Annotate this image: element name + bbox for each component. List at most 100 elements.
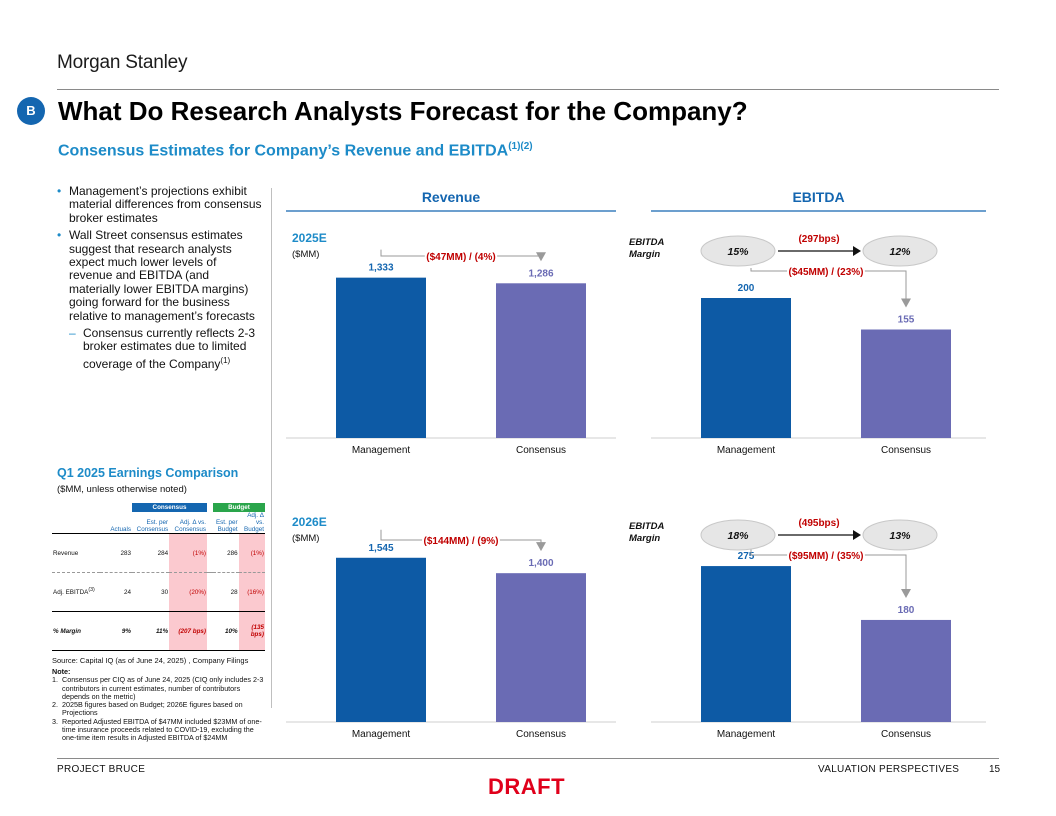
data-label: 1,545 xyxy=(368,543,393,554)
table-cell: 286 xyxy=(213,533,239,573)
table-cell: 283 xyxy=(100,533,132,573)
margin-label: Margin xyxy=(629,533,660,544)
col-est-consensus: Est. per Consensus xyxy=(132,512,170,534)
sub-bullet-text: Consensus currently reflects 2-3 broker … xyxy=(83,326,256,371)
data-label: 180 xyxy=(898,605,915,616)
table-cell: 30 xyxy=(132,572,170,612)
sub-bullet-footnote: (1) xyxy=(220,355,231,365)
footer-divider xyxy=(57,758,999,759)
bar-consensus xyxy=(861,329,951,438)
category-label: Management xyxy=(717,445,776,456)
bar-management xyxy=(336,277,426,438)
group-budget: Budget xyxy=(213,503,265,512)
chart-title: EBITDA xyxy=(792,189,844,205)
data-label: 275 xyxy=(738,551,755,562)
category-label: Consensus xyxy=(881,445,931,456)
data-label: 1,286 xyxy=(528,268,553,279)
table-row: Adj. EBITDA(3) 24 30 (20%) 28 (16%) xyxy=(52,572,265,612)
draft-watermark: DRAFT xyxy=(488,774,566,799)
table-cell: (135 bps) xyxy=(238,611,265,651)
margin-bubble xyxy=(862,519,938,551)
notes-heading: Note: xyxy=(52,667,71,676)
data-label: 1,400 xyxy=(528,558,553,569)
margin-label: Margin xyxy=(629,249,660,260)
margin-bubble xyxy=(700,519,776,551)
footnotes: Note: 1. Consensus per CIQ as of June 24,… xyxy=(52,667,264,743)
footer-project: PROJECT BRUCE xyxy=(57,764,146,775)
margin-label: EBITDA xyxy=(629,521,665,532)
margin-arrowhead xyxy=(853,246,861,256)
category-label: Management xyxy=(352,445,411,456)
col-est-budget: Est. per Budget xyxy=(213,512,239,534)
category-label: Management xyxy=(352,729,411,740)
table-cell: (20%) xyxy=(169,572,208,612)
q1-comparison-subtitle: ($MM, unless otherwise noted) xyxy=(57,484,187,495)
sub-bullet: Consensus currently reflects 2-3 broker … xyxy=(57,326,262,371)
margin-value: 18% xyxy=(727,530,749,542)
category-label: Consensus xyxy=(516,445,566,456)
table-cell: 10% xyxy=(213,611,239,651)
page-subtitle: Consensus Estimates for Company’s Revenu… xyxy=(58,141,533,160)
delta-bracket xyxy=(750,268,907,300)
margin-bubble xyxy=(700,235,776,267)
row-label: Adj. EBITDA(3) xyxy=(52,572,100,612)
row-label-text: Adj. EBITDA xyxy=(53,589,89,597)
margin-delta: (495bps) xyxy=(798,518,839,529)
footnote-3: 3. Reported Adjusted EBITDA of $47MM incl… xyxy=(52,716,262,743)
data-label: 200 xyxy=(738,283,755,294)
table-group-header: Consensus Budget xyxy=(52,503,265,512)
margin-label: EBITDA xyxy=(629,237,665,248)
bar-consensus xyxy=(496,573,586,722)
subtitle-footnote: (1)(2) xyxy=(508,141,533,152)
footnote-text: Consensus per CIQ as of June 24, 2025 (C… xyxy=(62,675,264,701)
table-cell: 9% xyxy=(100,611,132,651)
q1-comparison-table: Consensus Budget Actuals Est. per Consen… xyxy=(52,503,265,651)
page-title: What Do Research Analysts Forecast for t… xyxy=(58,96,748,126)
source-line: Source: Capital IQ (as of June 24, 2025)… xyxy=(52,656,249,665)
bar-management xyxy=(336,557,426,722)
table-column-headers: Actuals Est. per Consensus Adj. Δ vs. Co… xyxy=(52,512,265,534)
bullet-2: Wall Street consensus estimates suggest … xyxy=(57,229,262,323)
bar-consensus xyxy=(861,619,951,722)
chart-period: 2026E xyxy=(292,515,327,529)
table-cell: 284 xyxy=(132,533,170,573)
row-label: % Margin xyxy=(52,611,100,651)
delta-label: ($95MM) / (35%) xyxy=(788,551,863,562)
delta-label: ($47MM) / (4%) xyxy=(426,252,495,263)
margin-value: 12% xyxy=(889,246,911,258)
footnote-2: 2. 2025B figures based on Budget; 2026E f… xyxy=(52,700,243,718)
delta-arrowhead xyxy=(901,298,911,308)
delta-label: ($45MM) / (23%) xyxy=(788,267,863,278)
margin-value: 15% xyxy=(727,246,749,258)
group-consensus: Consensus xyxy=(132,503,208,512)
footnote-text: Reported Adjusted EBITDA of $47MM includ… xyxy=(62,716,262,743)
column-divider xyxy=(271,188,272,708)
footnote-text: 2025B figures based on Budget; 2026E fig… xyxy=(62,700,243,718)
table-cell: (1%) xyxy=(169,533,208,573)
chart-title: Revenue xyxy=(422,189,481,205)
q1-comparison-title: Q1 2025 Earnings Comparison xyxy=(57,466,239,480)
commentary-bullets: Management’s projections exhibit materia… xyxy=(57,184,262,371)
category-label: Consensus xyxy=(516,729,566,740)
bar-consensus xyxy=(496,283,586,438)
delta-arrowhead xyxy=(536,252,546,262)
table-cell: (207 bps) xyxy=(169,611,208,651)
morgan-stanley-logo: Morgan Stanley xyxy=(57,52,188,73)
data-label: 155 xyxy=(898,315,915,326)
delta-arrowhead xyxy=(901,588,911,598)
col-delta-budget: Adj. Δ vs. Budget xyxy=(238,512,265,534)
margin-delta: (297bps) xyxy=(798,234,839,245)
footer-section: VALUATION PERSPECTIVES xyxy=(818,764,960,775)
chart-period: 2025E xyxy=(292,231,327,245)
row-label-footnote: (3) xyxy=(88,587,95,594)
category-label: Consensus xyxy=(881,729,931,740)
footnote-1: 1. Consensus per CIQ as of June 24, 2025 … xyxy=(52,675,264,701)
table-cell: (1%) xyxy=(238,533,265,573)
chart-unit: ($MM) xyxy=(292,533,319,544)
margin-arrowhead xyxy=(853,530,861,540)
col-delta-consensus: Adj. Δ vs. Consensus xyxy=(169,512,208,534)
data-label: 1,333 xyxy=(368,263,393,274)
table-cell: 11% xyxy=(132,611,170,651)
page-number: 15 xyxy=(989,764,1001,775)
table-row: Revenue 283 284 (1%) 286 (1%) xyxy=(52,533,265,573)
